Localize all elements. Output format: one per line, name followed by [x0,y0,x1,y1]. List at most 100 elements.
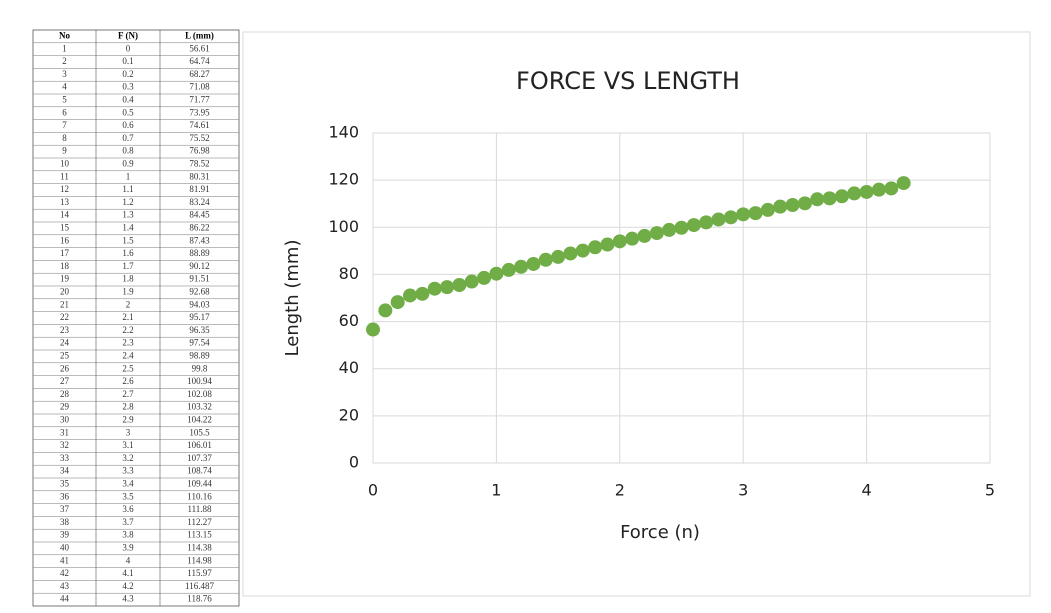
table-cell: 5 [62,94,67,104]
table-cell: 108.74 [187,466,212,476]
table-cell: 3.8 [122,530,134,540]
table-header: F (N) [118,30,138,40]
table-cell: 11 [60,171,69,181]
table-cell: 94.03 [189,299,210,309]
point [588,240,603,255]
table-cell: 9 [62,146,67,156]
point [859,184,874,199]
table-cell: 0.2 [122,69,133,79]
table-cell: 8 [62,133,67,143]
table-cell: 2.2 [122,325,133,335]
table-cell: 2.5 [122,363,134,373]
x-tick-label: 1 [491,481,501,500]
point [600,237,615,252]
table-cell: 38 [60,517,70,527]
table-cell: 95.17 [189,312,210,322]
table-cell: 43 [60,581,70,591]
table-cell: 1.6 [122,248,134,258]
table-cell: 34 [60,466,70,476]
table-cell: 98.89 [189,350,210,360]
table-cell: 2.8 [122,402,134,412]
table-cell: 3.3 [122,466,134,476]
table-cell: 78.52 [189,158,209,168]
table-cell: 118.76 [187,594,212,604]
table-cell: 4.1 [122,568,133,578]
table-cell: 3.2 [122,453,133,463]
table-cell: 110.16 [187,491,212,501]
table-cell: 1.9 [122,286,134,296]
point [711,212,726,227]
point [538,252,553,267]
table-cell: 71.08 [189,82,210,92]
table-cell: 20 [60,286,70,296]
y-tick-label: 60 [339,311,359,330]
table-cell: 91.51 [189,274,209,284]
table-cell: 31 [60,427,69,437]
table-cell: 83.24 [189,197,210,207]
table-cell: 3.6 [122,504,134,514]
table-cell: 1.8 [122,274,134,284]
table-cell: 24 [60,338,70,348]
table-cell: 76.98 [189,146,210,156]
table-cell: 114.98 [187,555,212,565]
point [785,198,800,213]
table-cell: 0.9 [122,158,134,168]
table-cell: 2.9 [122,414,134,424]
table-cell: 1 [126,171,131,181]
chart-frame [242,31,1031,597]
point [501,262,516,277]
table-cell: 33 [60,453,70,463]
y-tick-label: 140 [328,123,359,142]
table-cell: 0.4 [122,94,134,104]
table-cell: 2.1 [122,312,133,322]
point [723,210,738,225]
point [477,270,492,285]
table-cell: 4.3 [122,594,134,604]
table-cell: 2 [62,56,67,66]
data-table: No F (N) L (mm)1 0 56.612 0.1 64.743 0.2 68.274 0… [32,29,240,607]
y-tick-label: 100 [328,217,359,236]
table-cell: 3 [62,69,67,79]
table-cell: 0 [126,43,131,53]
table-cell: 16 [60,235,70,245]
table-cell: 7 [62,120,67,130]
point [427,281,442,296]
point [884,181,899,196]
point [390,295,405,310]
point [847,186,862,201]
table-cell: 41 [60,555,69,565]
x-tick-label: 2 [615,481,625,500]
table-cell: 27 [60,376,70,386]
table-cell: 0.7 [122,133,134,143]
y-axis-label: Length (mm) [282,240,303,357]
point [686,218,701,233]
chart-title: FORCE VS LENGTH [516,67,740,95]
table-cell: 92.68 [189,286,210,296]
table-cell: 1.7 [122,261,134,271]
x-tick-label: 3 [738,481,748,500]
y-tick-label: 0 [349,453,359,472]
table-cell: 113.15 [187,530,212,540]
point [440,280,455,295]
table-cell: 1 [62,43,67,53]
table-cell: 0.8 [122,146,134,156]
point [797,196,812,211]
table-header: L (mm) [185,30,214,40]
table-cell: 39 [60,530,70,540]
table-cell: 3.9 [122,542,134,552]
table-cell: 2 [126,299,131,309]
table-cell: 0.5 [122,107,134,117]
point [662,222,677,237]
table-cell: 36 [60,491,70,501]
x-tick-label: 4 [862,481,872,500]
table-cell: 107.37 [187,453,212,463]
table-cell: 80.31 [189,171,209,181]
table-cell: 12 [60,184,69,194]
table-cell: 84.45 [189,210,210,220]
table-cell: 115.97 [187,568,212,578]
table-cell: 99.8 [192,363,208,373]
table-cell: 15 [60,222,70,232]
point [575,243,590,258]
table-cell: 90.12 [189,261,209,271]
